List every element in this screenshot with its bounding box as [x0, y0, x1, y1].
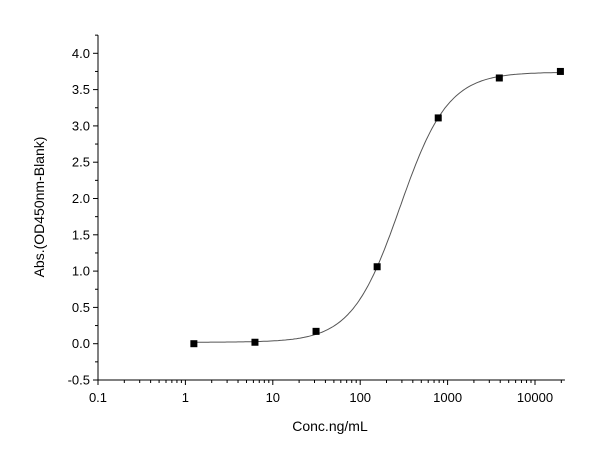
y-tick-label: 1.5	[72, 227, 90, 242]
y-tick-label: 3.0	[72, 118, 90, 133]
data-point	[373, 263, 381, 271]
y-tick-label: 4.0	[72, 46, 90, 61]
data-point	[434, 114, 442, 122]
y-tick-label: 3.5	[72, 82, 90, 97]
y-tick-label: 0.0	[72, 336, 90, 351]
y-tick-label: 0.5	[72, 300, 90, 315]
data-points	[190, 67, 564, 348]
y-tick-label: -0.5	[68, 373, 90, 388]
x-tick-labels: 0.1 1 10 100 1000 10000	[89, 390, 553, 405]
x-tick-label: 1000	[433, 390, 462, 405]
y-tick-label: 1.0	[72, 264, 90, 279]
x-tick-label: 0.1	[89, 390, 107, 405]
data-point	[312, 327, 320, 335]
x-tick-label: 10	[266, 390, 280, 405]
fit-curve	[193, 72, 561, 343]
y-tick-label: 2.5	[72, 155, 90, 170]
x-tick-label: 1	[182, 390, 189, 405]
x-axis-label: Conc.ng/mL	[292, 418, 368, 434]
y-tick-label: 2.0	[72, 191, 90, 206]
y-axis-label: Abs.(OD450nm-Blank)	[31, 137, 47, 278]
axes	[93, 34, 565, 385]
x-tick-label: 100	[349, 390, 371, 405]
y-tick-labels: -0.5 0.0 0.5 1.0 1.5 2.0 2.5 3.0 3.5 4.0	[68, 46, 90, 388]
x-tick-label: 10000	[517, 390, 553, 405]
data-point	[251, 338, 259, 346]
data-point	[556, 67, 564, 75]
data-point	[495, 74, 503, 82]
data-point	[190, 340, 198, 348]
